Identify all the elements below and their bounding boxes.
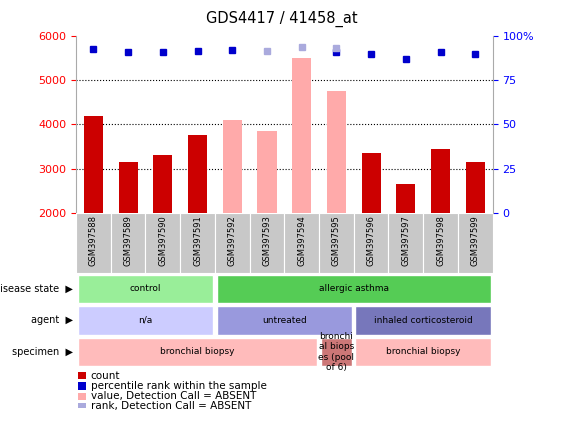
Bar <box>284 213 319 273</box>
Text: value, Detection Call = ABSENT: value, Detection Call = ABSENT <box>91 391 256 401</box>
Text: GSM397594: GSM397594 <box>297 215 306 266</box>
Bar <box>153 155 172 213</box>
Text: GSM397599: GSM397599 <box>471 215 480 266</box>
Bar <box>257 131 276 213</box>
Bar <box>466 162 485 213</box>
Bar <box>78 275 213 303</box>
Bar <box>249 213 284 273</box>
Text: rank, Detection Call = ABSENT: rank, Detection Call = ABSENT <box>91 401 251 412</box>
Text: GSM397588: GSM397588 <box>89 215 98 266</box>
Bar <box>119 162 137 213</box>
Text: control: control <box>129 284 161 293</box>
Bar <box>292 58 311 213</box>
Text: allergic asthma: allergic asthma <box>319 284 389 293</box>
Bar <box>319 213 354 273</box>
Text: n/a: n/a <box>138 316 153 325</box>
Bar <box>180 213 215 273</box>
Bar <box>78 382 87 390</box>
Text: GSM397589: GSM397589 <box>124 215 132 266</box>
Bar <box>145 213 180 273</box>
Text: GSM397597: GSM397597 <box>401 215 410 266</box>
Text: count: count <box>91 371 120 381</box>
Text: disease state  ▶: disease state ▶ <box>0 284 73 294</box>
Bar <box>355 306 491 334</box>
Bar <box>78 372 87 380</box>
Bar <box>361 153 381 213</box>
Bar <box>217 306 352 334</box>
Bar <box>423 213 458 273</box>
Text: bronchi
al biops
es (pool
of 6): bronchi al biops es (pool of 6) <box>319 332 354 372</box>
Bar <box>78 403 87 410</box>
Text: bronchial biopsy: bronchial biopsy <box>160 347 235 357</box>
Bar <box>354 213 388 273</box>
Text: GSM397596: GSM397596 <box>367 215 376 266</box>
Text: GSM397590: GSM397590 <box>158 215 167 266</box>
Bar <box>78 338 318 366</box>
Text: inhaled corticosteroid: inhaled corticosteroid <box>374 316 472 325</box>
Bar <box>355 338 491 366</box>
Bar <box>217 275 491 303</box>
Text: GSM397591: GSM397591 <box>193 215 202 266</box>
Bar <box>321 338 352 366</box>
Bar <box>388 213 423 273</box>
Bar <box>327 91 346 213</box>
Text: GSM397592: GSM397592 <box>228 215 236 266</box>
Bar <box>84 116 103 213</box>
Text: GSM397593: GSM397593 <box>262 215 271 266</box>
Bar <box>458 213 493 273</box>
Text: bronchial biopsy: bronchial biopsy <box>386 347 461 357</box>
Bar <box>78 392 87 400</box>
Bar <box>215 213 249 273</box>
Text: GSM397598: GSM397598 <box>436 215 445 266</box>
Text: percentile rank within the sample: percentile rank within the sample <box>91 381 266 391</box>
Text: specimen  ▶: specimen ▶ <box>12 347 73 357</box>
Bar <box>78 306 213 334</box>
Bar <box>396 184 415 213</box>
Bar <box>431 149 450 213</box>
Text: GSM397595: GSM397595 <box>332 215 341 266</box>
Text: GDS4417 / 41458_at: GDS4417 / 41458_at <box>205 11 358 27</box>
Bar <box>111 213 145 273</box>
Bar <box>223 120 242 213</box>
Text: agent  ▶: agent ▶ <box>31 315 73 325</box>
Text: untreated: untreated <box>262 316 307 325</box>
Bar <box>188 135 207 213</box>
Bar <box>76 213 111 273</box>
